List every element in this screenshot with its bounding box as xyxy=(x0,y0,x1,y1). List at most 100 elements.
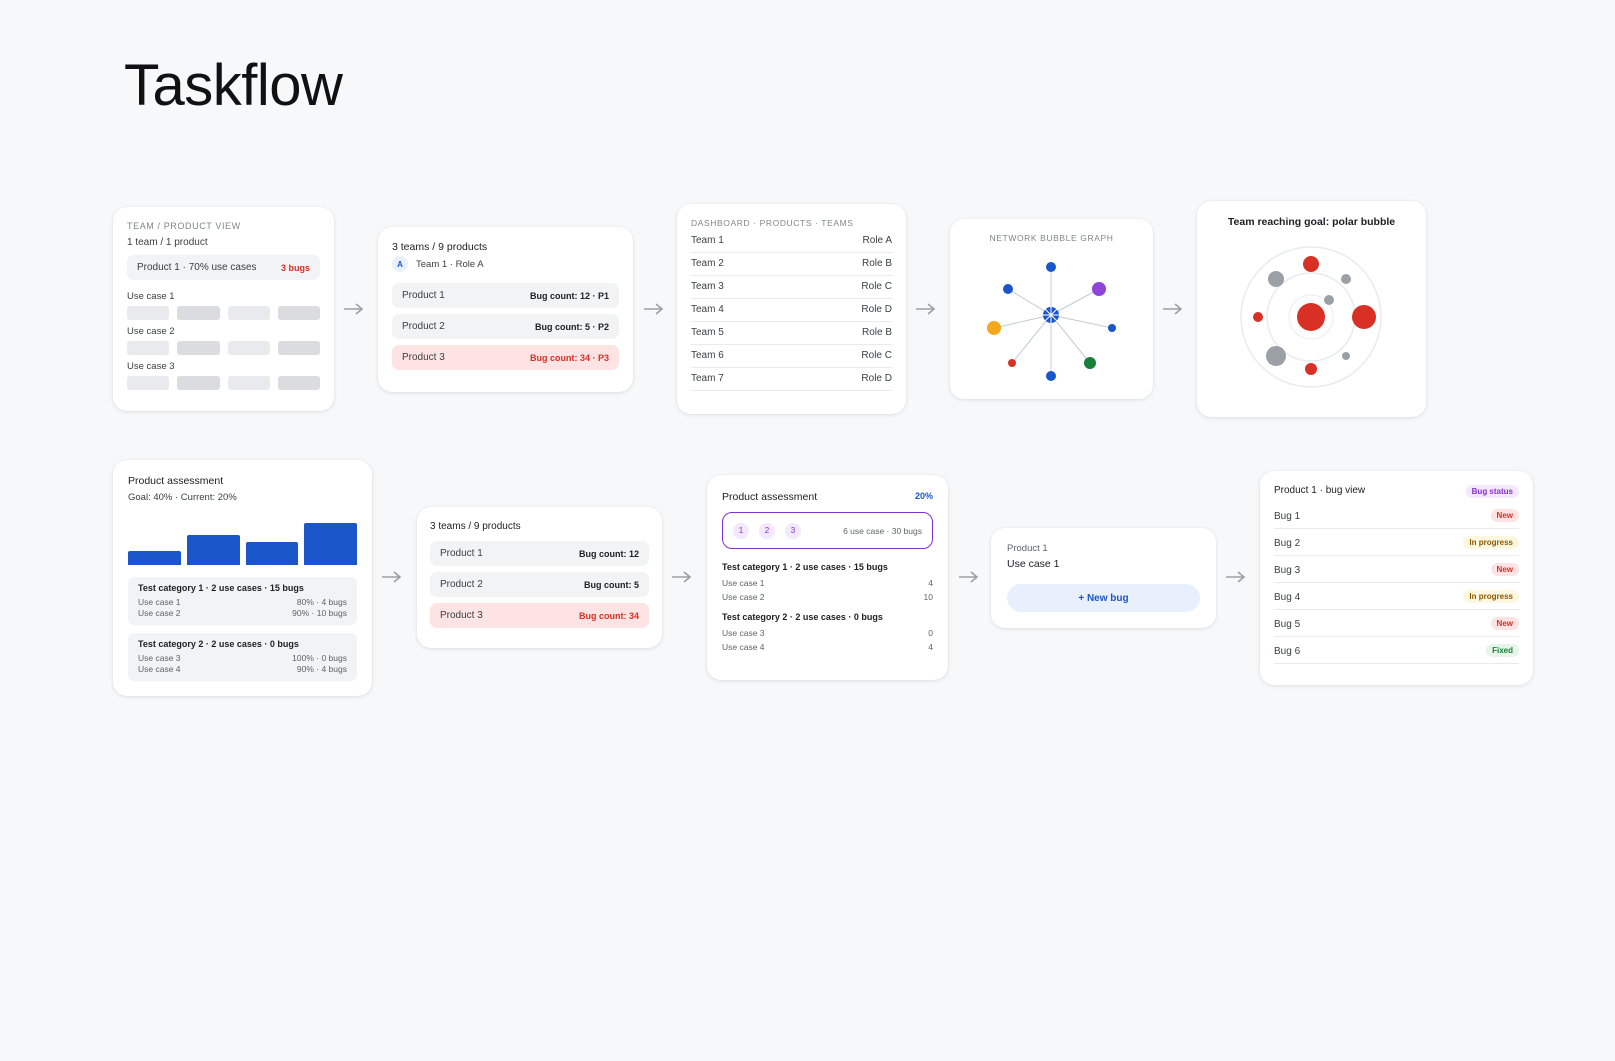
test-category-block: Test category 1 · 2 use cases · 15 bugs … xyxy=(722,562,933,604)
step-selector[interactable]: 1 2 3 6 use case · 30 bugs xyxy=(722,512,933,549)
network-node xyxy=(1108,324,1116,332)
page-title: Taskflow xyxy=(124,53,343,118)
product-name: Product 1 xyxy=(402,290,445,301)
use-case-value: 0 xyxy=(928,628,933,638)
team-row[interactable]: Team 4 Role D xyxy=(691,299,892,322)
team-name: Team 4 xyxy=(691,304,724,315)
polar-bubble-chart xyxy=(1240,246,1382,388)
bug-row[interactable]: Bug 6 Fixed xyxy=(1274,637,1519,664)
step-chip[interactable]: 1 xyxy=(733,522,749,539)
team-role-row[interactable]: A Team 1 · Role A xyxy=(392,256,484,272)
card-eyebrow: DASHBOARD · PRODUCTS · TEAMS xyxy=(691,218,854,228)
card-subtitle: 1 team / 1 product xyxy=(127,237,208,248)
new-bug-card[interactable]: Product 1 Use case 1 + New bug xyxy=(991,528,1216,628)
product-summary-pill[interactable]: Product 1 · 70% use cases 3 bugs xyxy=(127,255,320,280)
bug-count: Bug count: 34 xyxy=(579,610,639,621)
status-badge: New xyxy=(1490,563,1519,576)
team-row[interactable]: Team 7 Role D xyxy=(691,368,892,391)
product-row[interactable]: Product 2 Bug count: 5 xyxy=(430,572,649,597)
bug-name: Bug 6 xyxy=(1274,646,1301,657)
team-name: Team 2 xyxy=(691,258,724,269)
polar-bubble xyxy=(1341,274,1351,284)
team-row[interactable]: Team 5 Role B xyxy=(691,322,892,345)
bug-count: Bug count: 12 xyxy=(579,548,639,559)
flow-arrow-icon xyxy=(1224,570,1248,584)
card-heading: 3 teams / 9 products xyxy=(430,521,521,532)
team-role: Role A xyxy=(862,235,892,246)
product-row[interactable]: Product 2 Bug count: 5 · P2 xyxy=(392,314,619,339)
network-graph xyxy=(987,262,1116,381)
team-role: Role B xyxy=(861,258,892,269)
card-heading: Product 1 · bug view xyxy=(1274,485,1366,496)
status-badge: New xyxy=(1490,617,1519,630)
network-bubble-graph-card[interactable]: NETWORK BUBBLE GRAPH xyxy=(950,219,1153,399)
use-case-label: Use case 1 xyxy=(1007,558,1060,570)
test-category-box[interactable]: Test category 2 · 2 use cases · 0 bugs U… xyxy=(128,633,357,681)
product-summary-label: Product 1 · 70% use cases xyxy=(137,262,257,273)
step-chip[interactable]: 2 xyxy=(759,522,775,539)
team-row[interactable]: Team 2 Role B xyxy=(691,253,892,276)
category-title: Test category 1 · 2 use cases · 15 bugs xyxy=(722,562,888,572)
flow-arrow-icon xyxy=(1161,302,1185,316)
team-product-view-card[interactable]: TEAM / PRODUCT VIEW 1 team / 1 product P… xyxy=(113,207,334,411)
bug-row[interactable]: Bug 1 New xyxy=(1274,502,1519,529)
card-eyebrow: TEAM / PRODUCT VIEW xyxy=(127,221,241,231)
bug-count: Bug count: 34 · P3 xyxy=(529,352,609,363)
bug-name: Bug 2 xyxy=(1274,538,1301,549)
use-case-row: Use case 3 0 xyxy=(722,626,933,640)
bug-name: Bug 5 xyxy=(1274,619,1301,630)
product-row[interactable]: Product 1 Bug count: 12 · P1 xyxy=(392,283,619,308)
use-case-row: Use case 3 100% · 0 bugs xyxy=(138,653,347,664)
card-heading: Team reaching goal: polar bubble xyxy=(1227,216,1396,228)
percent-value: 20% xyxy=(914,491,933,501)
bug-row[interactable]: Bug 4 In progress xyxy=(1274,583,1519,610)
test-category-block: Test category 2 · 2 use cases · 0 bugs U… xyxy=(722,612,933,654)
polar-bubble xyxy=(1303,256,1319,272)
product-name: Product 3 xyxy=(440,610,483,621)
product-name: Product 3 xyxy=(402,352,445,363)
bug-row[interactable]: Bug 3 New xyxy=(1274,556,1519,583)
use-case-name: Use case 1 xyxy=(722,578,765,588)
network-node xyxy=(1084,357,1096,369)
polar-bubble-card[interactable]: Team reaching goal: polar bubble xyxy=(1197,201,1426,417)
team-role-label: Team 1 · Role A xyxy=(416,258,484,270)
product-row-alert[interactable]: Product 3 Bug count: 34 xyxy=(430,603,649,628)
team-row[interactable]: Team 6 Role C xyxy=(691,345,892,368)
teams-products-card[interactable]: 3 teams / 9 products A Team 1 · Role A P… xyxy=(378,227,633,392)
new-bug-button[interactable]: + New bug xyxy=(1007,584,1200,612)
teams-products-card-2[interactable]: 3 teams / 9 products Product 1 Bug count… xyxy=(417,507,662,648)
bug-row[interactable]: Bug 2 In progress xyxy=(1274,529,1519,556)
dashboard-teams-card[interactable]: DASHBOARD · PRODUCTS · TEAMS Team 1 Role … xyxy=(677,204,906,414)
team-row[interactable]: Team 1 Role A xyxy=(691,230,892,253)
polar-bubble xyxy=(1266,346,1286,366)
bug-row[interactable]: Bug 5 New xyxy=(1274,610,1519,637)
test-category-box[interactable]: Test category 1 · 2 use cases · 15 bugs … xyxy=(128,577,357,625)
team-row[interactable]: Team 3 Role C xyxy=(691,276,892,299)
product-name: Product 2 xyxy=(440,579,483,590)
product-row-alert[interactable]: Product 3 Bug count: 34 · P3 xyxy=(392,345,619,370)
product-row[interactable]: Product 1 Bug count: 12 xyxy=(430,541,649,566)
use-case-row: Use case 1 4 xyxy=(722,576,933,590)
use-case-value: 100% · 0 bugs xyxy=(292,653,347,663)
assessment-bar xyxy=(186,535,240,565)
polar-bubble xyxy=(1253,312,1263,322)
step-summary: 6 use case · 30 bugs xyxy=(843,525,922,536)
network-node xyxy=(1092,282,1106,296)
team-role: Role C xyxy=(861,350,892,361)
use-case-label: Use case 1 xyxy=(127,291,175,302)
card-heading: Product assessment xyxy=(128,475,224,487)
use-case-progress xyxy=(127,306,320,320)
step-chip[interactable]: 3 xyxy=(785,522,801,539)
use-case-value: 90% · 4 bugs xyxy=(296,664,347,674)
polar-bubble xyxy=(1268,271,1284,287)
avatar: A xyxy=(392,256,408,272)
use-case-label: Use case 2 xyxy=(127,326,175,337)
status-badge[interactable]: Bug status xyxy=(1465,485,1519,498)
card-heading: 3 teams / 9 products xyxy=(392,241,488,253)
bug-view-card[interactable]: Product 1 · bug view Bug status Bug 1 New… xyxy=(1260,471,1533,685)
product-assessment-chart-card[interactable]: Product assessment Goal: 40% · Current: … xyxy=(113,460,372,696)
use-case-name: Use case 3 xyxy=(722,628,765,638)
use-case-progress xyxy=(127,341,320,355)
team-name: Team 3 xyxy=(691,281,724,292)
product-assessment-detail-card[interactable]: Product assessment 20% 1 2 3 6 use case … xyxy=(707,475,948,680)
